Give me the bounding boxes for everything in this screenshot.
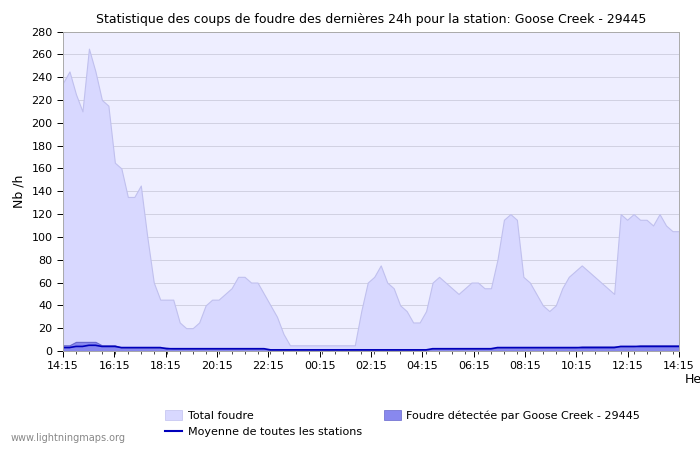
Text: www.lightningmaps.org: www.lightningmaps.org — [10, 433, 125, 443]
Y-axis label: Nb /h: Nb /h — [13, 175, 26, 208]
Legend: Total foudre, Moyenne de toutes les stations, Foudre détectée par Goose Creek - : Total foudre, Moyenne de toutes les stat… — [161, 406, 645, 441]
Title: Statistique des coups de foudre des dernières 24h pour la station: Goose Creek -: Statistique des coups de foudre des dern… — [96, 13, 646, 26]
Text: Heure: Heure — [685, 374, 700, 387]
